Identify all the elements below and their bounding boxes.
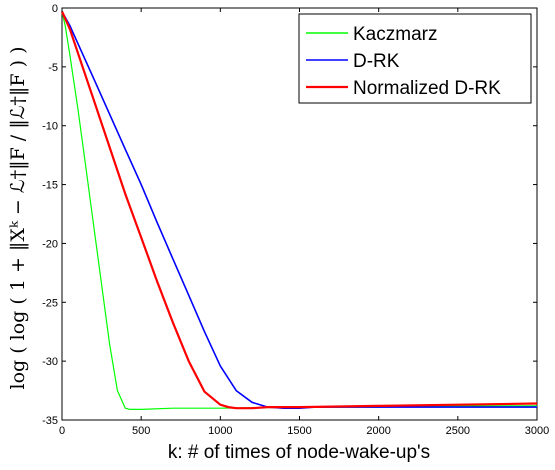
y-tick-label: -30 — [42, 356, 58, 368]
x-tick-label: 500 — [132, 425, 150, 437]
x-tick-label: 0 — [59, 425, 65, 437]
x-tick-label: 2500 — [446, 425, 470, 437]
y-axis-label: log ( log ( 1 + ‖Xᵏ − ℒ†‖F / ‖ℒ†‖F ) ) — [7, 46, 29, 389]
y-tick-label: -15 — [42, 180, 58, 192]
legend-label-kaczmarz: Kaczmarz — [353, 24, 437, 45]
x-axis-ticks: 0 500 1000 1500 2000 2500 3000 — [59, 8, 549, 437]
y-tick-label: -5 — [48, 62, 58, 74]
y-tick-label: 0 — [52, 3, 58, 15]
y-tick-label: -25 — [42, 297, 58, 309]
x-tick-label: 1500 — [287, 425, 311, 437]
series-line-normalized-d-rk — [60, 11, 538, 410]
x-tick-label: 1000 — [208, 425, 232, 437]
x-axis-label: k: # of times of node-wake-up's — [168, 442, 430, 463]
y-tick-label: -20 — [42, 238, 58, 250]
y-tick-label: -35 — [42, 415, 58, 427]
x-tick-label: 3000 — [525, 425, 549, 437]
legend-label-d-rk: D-RK — [353, 51, 400, 72]
x-tick-label: 2000 — [366, 425, 390, 437]
legend: Kaczmarz D-RK Normalized D-RK — [298, 13, 532, 104]
y-axis-ticks: 0 -5 -10 -15 -20 -25 -30 -35 — [42, 3, 537, 427]
y-tick-label: -10 — [42, 121, 58, 133]
series-layer — [60, 11, 538, 410]
legend-label-normalized-d-rk: Normalized D-RK — [353, 78, 501, 99]
legend-box — [298, 13, 532, 104]
